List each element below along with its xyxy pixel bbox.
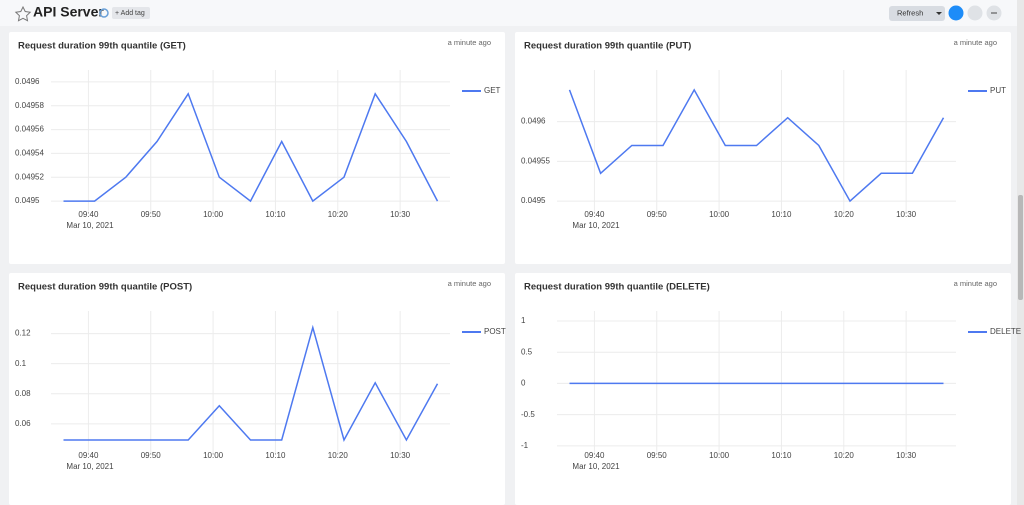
settings-icon[interactable] — [99, 8, 109, 18]
x-tick-label: 10:30 — [896, 210, 917, 219]
y-tick-label: -0.5 — [521, 410, 535, 419]
y-tick-label: 0.12 — [15, 329, 31, 338]
add-tag-button[interactable] — [112, 7, 150, 19]
y-tick-label: 1 — [521, 316, 526, 325]
panel-updated: a minute ago — [448, 38, 491, 47]
x-tick-label: 10:00 — [709, 210, 730, 219]
x-date-label: Mar 10, 2021 — [66, 221, 114, 230]
refresh-dropdown[interactable] — [936, 12, 942, 15]
refresh-button[interactable] — [889, 6, 945, 21]
x-date-label: Mar 10, 2021 — [572, 462, 620, 471]
x-tick-label: 09:40 — [584, 451, 605, 460]
share-button[interactable] — [967, 5, 983, 21]
x-tick-label: 09:50 — [647, 210, 668, 219]
x-tick-label: 09:40 — [78, 210, 99, 219]
x-tick-label: 10:30 — [896, 451, 917, 460]
x-tick-label: 10:20 — [834, 451, 855, 460]
x-tick-label: 10:30 — [390, 210, 411, 219]
x-tick-label: 10:00 — [203, 210, 224, 219]
series-line — [63, 324, 439, 442]
x-tick-label: 10:20 — [328, 210, 349, 219]
legend-label: POST — [484, 327, 506, 336]
x-tick-label: 09:50 — [141, 210, 162, 219]
panel-updated: a minute ago — [448, 279, 491, 288]
x-tick-label: 10:10 — [771, 451, 792, 460]
y-tick-label: 0.04955 — [521, 156, 550, 165]
x-tick-label: 10:00 — [709, 451, 730, 460]
y-tick-label: 0.04952 — [15, 172, 44, 181]
panel — [515, 32, 1011, 264]
refresh-label: Refresh — [897, 8, 923, 17]
star-icon[interactable] — [14, 5, 32, 22]
x-tick-label: 10:30 — [390, 451, 411, 460]
y-tick-label: 0.0496 — [521, 117, 546, 126]
panel-updated: a minute ago — [954, 279, 997, 288]
y-tick-label: 0.04958 — [15, 101, 44, 110]
scroll-thumb[interactable] — [1018, 195, 1023, 300]
x-tick-label: 10:20 — [328, 451, 349, 460]
legend-label: DELETE — [990, 327, 1021, 336]
add-tag-label: + Add tag — [115, 10, 145, 17]
legend-label: GET — [484, 86, 501, 95]
dashboard-title: API Server — [33, 4, 104, 20]
y-tick-label: 0.06 — [15, 419, 31, 428]
header-bar — [0, 0, 1024, 26]
y-tick-label: 0.04954 — [15, 149, 44, 158]
x-tick-label: 10:00 — [203, 451, 224, 460]
fullscreen-button[interactable] — [948, 5, 964, 21]
x-tick-label: 09:50 — [141, 451, 162, 460]
panel-title: Request duration 99th quantile (POST) — [18, 282, 192, 293]
panel-title: Request duration 99th quantile (DELETE) — [524, 282, 710, 293]
panel — [9, 273, 505, 505]
x-tick-label: 09:50 — [647, 451, 668, 460]
x-tick-label: 09:40 — [78, 451, 99, 460]
y-tick-label: 0.5 — [521, 347, 533, 356]
panel-updated: a minute ago — [954, 38, 997, 47]
x-date-label: Mar 10, 2021 — [572, 221, 620, 230]
y-tick-label: -1 — [521, 441, 529, 450]
x-tick-label: 09:40 — [584, 210, 605, 219]
panel-title: Request duration 99th quantile (PUT) — [524, 41, 691, 52]
x-date-label: Mar 10, 2021 — [66, 462, 114, 471]
series-line — [63, 92, 439, 203]
x-tick-label: 10:10 — [265, 210, 286, 219]
y-tick-label: 0.0495 — [521, 196, 546, 205]
x-tick-label: 10:20 — [834, 210, 855, 219]
y-tick-label: 0.04956 — [15, 125, 44, 134]
x-tick-label: 10:10 — [771, 210, 792, 219]
panel — [9, 32, 505, 264]
series-line — [568, 88, 945, 203]
y-tick-label: 0.1 — [15, 359, 27, 368]
panel — [515, 273, 1011, 505]
y-tick-label: 0.0496 — [15, 77, 40, 86]
legend-label: PUT — [990, 86, 1006, 95]
y-tick-label: 0 — [521, 379, 526, 388]
y-tick-label: 0.0495 — [15, 196, 40, 205]
panel-title: Request duration 99th quantile (GET) — [18, 41, 186, 52]
x-tick-label: 10:10 — [265, 451, 286, 460]
y-tick-label: 0.08 — [15, 389, 31, 398]
